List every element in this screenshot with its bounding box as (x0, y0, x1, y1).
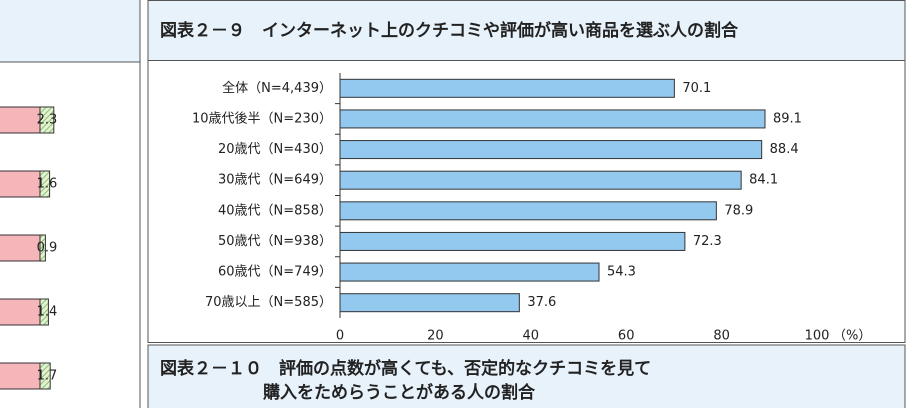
left-segment (39, 170, 51, 198)
bar (339, 201, 717, 221)
left-bar (0, 106, 41, 134)
data-label: 72.3 (693, 234, 722, 249)
data-label: 84.1 (749, 173, 778, 188)
bar (339, 78, 675, 98)
bar (339, 140, 763, 160)
y-tick-label: 30歳代（N=649） (218, 173, 332, 188)
y-tick-label: 50歳代（N=938） (218, 234, 332, 249)
data-label: 78.9 (724, 203, 753, 218)
x-tick-label: 60 (618, 329, 635, 344)
bar (339, 262, 600, 282)
bar (339, 231, 686, 251)
x-tick-label: 40 (523, 329, 540, 344)
chart-title: 図表２－９ インターネット上のクチコミや評価が高い商品を選ぶ人の割合 (160, 20, 739, 41)
bar (339, 109, 766, 129)
left-bar (0, 234, 41, 262)
left-label: 1.6 (37, 177, 58, 192)
next-title: 図表２－１０ 評価の点数が高くても、否定的なクチコミを見て (160, 358, 651, 379)
y-tick-label: 全体（N=4,439） (222, 80, 332, 96)
main-header (147, 0, 906, 61)
x-tick-label: 0 (336, 329, 344, 344)
data-label: 37.6 (527, 295, 556, 310)
left-label: 1.7 (37, 369, 58, 384)
data-label: 89.1 (773, 111, 802, 126)
next-title: 購入をためらうことがある人の割合 (263, 382, 536, 403)
left-segment (39, 362, 51, 390)
left-segment (39, 234, 46, 262)
left-label: 0.9 (37, 241, 58, 256)
y-tick-label: 10歳代後半（N=230） (192, 111, 332, 126)
left-label: 1.4 (37, 305, 58, 320)
left-header (0, 0, 141, 63)
left-bar (0, 298, 41, 326)
left-segment (39, 106, 55, 134)
y-tick-label: 40歳代（N=858） (218, 203, 332, 218)
left-bar (0, 362, 41, 390)
x-unit: （%） (833, 329, 871, 344)
bar (339, 170, 742, 190)
y-tick-label: 20歳代（N=430） (218, 142, 332, 157)
x-tick-label: 20 (427, 329, 444, 344)
next-header (147, 344, 906, 408)
data-label: 88.4 (770, 142, 799, 157)
left-bar (0, 170, 41, 198)
data-label: 54.3 (607, 265, 636, 280)
y-tick-label: 70歳以上（N=585） (205, 295, 332, 310)
bar (339, 293, 520, 313)
data-label: 70.1 (682, 81, 711, 96)
x-tick-label: 80 (713, 329, 730, 344)
y-tick-label: 60歳代（N=749） (218, 265, 332, 280)
left-label: 2.3 (37, 113, 58, 128)
left-segment (39, 298, 49, 326)
x-tick-label: 100 (805, 329, 830, 344)
